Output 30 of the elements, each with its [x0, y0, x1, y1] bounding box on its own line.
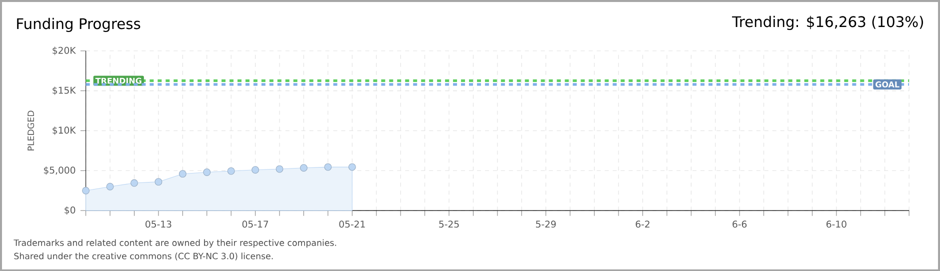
point	[227, 167, 235, 175]
x-tick-label: 6-6	[732, 220, 747, 228]
point	[252, 166, 260, 174]
point	[276, 165, 284, 173]
x-tick-label: 6-10	[826, 220, 846, 228]
y-tick-label: $0	[64, 206, 76, 215]
x-tick-label: 05-17	[242, 220, 268, 228]
point	[82, 186, 90, 194]
point	[203, 168, 211, 176]
y-tick-label: $10K	[52, 126, 76, 135]
chart-subtitle: Trending: $16,263 (103%)	[732, 16, 924, 30]
y-tick-label: $15K	[52, 86, 76, 95]
text: Shared under the creative commons (CC BY-NC 3.0) license.	[14, 252, 273, 260]
point	[154, 178, 162, 186]
y-axis-title: PLEDGED	[28, 110, 34, 150]
y-tick-label: $20K	[52, 46, 76, 55]
point	[178, 170, 186, 178]
x-tick-label: 05-21	[339, 220, 365, 228]
point	[324, 163, 332, 171]
text: Trademarks and related content are owned by their respective companies.	[14, 239, 336, 248]
y-tick-label: $5,000	[44, 166, 76, 175]
point	[348, 163, 356, 171]
chart-title: Funding Progress	[17, 18, 140, 32]
point	[300, 164, 308, 172]
x-tick-label: 6-2	[636, 220, 650, 228]
x-tick-label: 05-13	[146, 220, 172, 228]
point	[106, 182, 114, 190]
point	[130, 179, 138, 187]
x-tick-label: 5-25	[439, 220, 459, 228]
x-tick-label: 5-29	[536, 220, 556, 228]
